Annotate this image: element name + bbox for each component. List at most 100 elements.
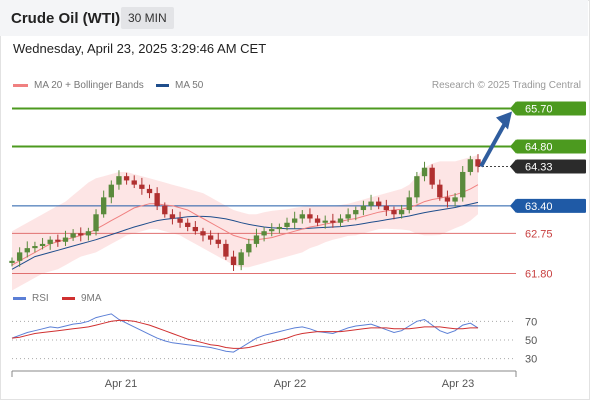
rsi-ma-line [11,319,478,349]
rsi-ma-swatch [62,296,75,300]
rsi-tick-50: 50 [525,335,537,347]
candle-body [261,231,267,236]
candle-body [253,235,260,244]
candle-body [276,226,283,230]
level-label-64.33: 64.33 [525,161,553,173]
ma50-label: MA 50 [175,80,204,91]
candle-body [299,214,305,219]
rsi-tick-30: 30 [525,354,537,366]
candle-body [131,180,137,185]
x-tick-label: Apr 23 [442,378,474,390]
x-tick-label: Apr 22 [274,378,306,390]
candle-body [177,218,183,223]
candle-body [70,233,76,238]
rsi-swatch [13,296,26,300]
candle-body [185,222,191,227]
legend-rsi: RSI [13,293,49,304]
candle-body [437,184,443,198]
candle-body [360,205,367,211]
candle-body [353,210,359,215]
candle-body [421,167,428,177]
candle-body [444,197,451,202]
level-label-62.75: 62.75 [525,228,553,240]
level-pointer-64.80 [510,139,516,154]
candle-body [123,176,130,181]
candle-body [291,218,298,223]
chart-datetime: Wednesday, April 23, 2025 3:29:46 AM CET [13,41,267,56]
candle-body [215,239,221,244]
candle-body [475,159,481,167]
level-box-63.40 [516,198,586,213]
candle-body [39,243,46,247]
candle-body [169,214,176,219]
candle-body [269,229,275,232]
ma50-line [11,201,479,270]
x-tick-label: Apr 21 [105,378,137,390]
candle-body [284,222,290,227]
candle-body [246,243,252,253]
ma20-swatch [13,83,28,87]
candle-body [307,214,313,219]
candle-body [9,260,15,263]
timeframe-badge[interactable]: 30 MIN [121,7,174,29]
level-label-63.40: 63.40 [525,201,553,213]
candle-body [345,214,351,219]
level-label-64.80: 64.80 [525,142,553,154]
level-box-65.70 [516,101,586,116]
candle-body [230,256,237,266]
level-label-61.80: 61.80 [525,269,553,281]
level-pointer-65.70 [510,101,516,116]
candle-body [391,210,397,215]
candle-body [406,197,412,211]
bollinger-band [12,155,478,291]
level-label-65.70: 65.70 [525,103,553,115]
candle-body [322,220,328,223]
candle-body [223,243,229,257]
candle-body [207,235,214,240]
candle-body [460,171,466,198]
candle-body [100,197,107,215]
candle-body [452,197,458,202]
candle-body [55,239,61,242]
candle-body [314,218,321,223]
level-box-64.80 [516,139,586,154]
candle-body [398,210,405,215]
candle-body [330,220,336,223]
legend-ma50: MA 50 [156,80,203,91]
legend-rsi-ma: 9MA [62,293,102,304]
candle-body [154,193,160,206]
level-pointer-63.40 [510,198,516,213]
rsi-ma-label: 9MA [81,293,102,304]
candle-body [200,231,206,236]
candle-body [368,201,374,206]
candle-body [93,214,99,232]
rsi-label: RSI [32,293,49,304]
candle-body [139,184,145,189]
candle-body [146,188,153,194]
rsi-line [11,313,479,353]
instrument-title: Crude Oil (WTI) [11,10,121,27]
candle-body [62,237,69,242]
candle-body [337,218,344,223]
candle-body [85,231,92,236]
credit-text: Research © 2025 Trading Central [431,80,581,91]
candle-body [16,252,23,261]
candle-body [414,176,420,198]
candle-body [47,239,53,244]
candle-body [192,226,199,232]
forecast-arrow-head [496,111,512,130]
candle-body [376,201,382,206]
candle-body [238,252,244,266]
candle-body [32,246,38,249]
ma20-label: MA 20 + Bollinger Bands [34,80,144,91]
candle-body [429,167,435,185]
level-box-64.33 [516,159,586,174]
candle-body [24,248,30,253]
chart-header: Crude Oil (WTI) 30 MIN [0,0,588,36]
candle-body [78,233,84,236]
rsi-tick-70: 70 [525,316,537,328]
candle-body [116,176,122,185]
legend-ma20: MA 20 + Bollinger Bands [13,80,144,91]
level-pointer-64.33 [510,159,516,174]
